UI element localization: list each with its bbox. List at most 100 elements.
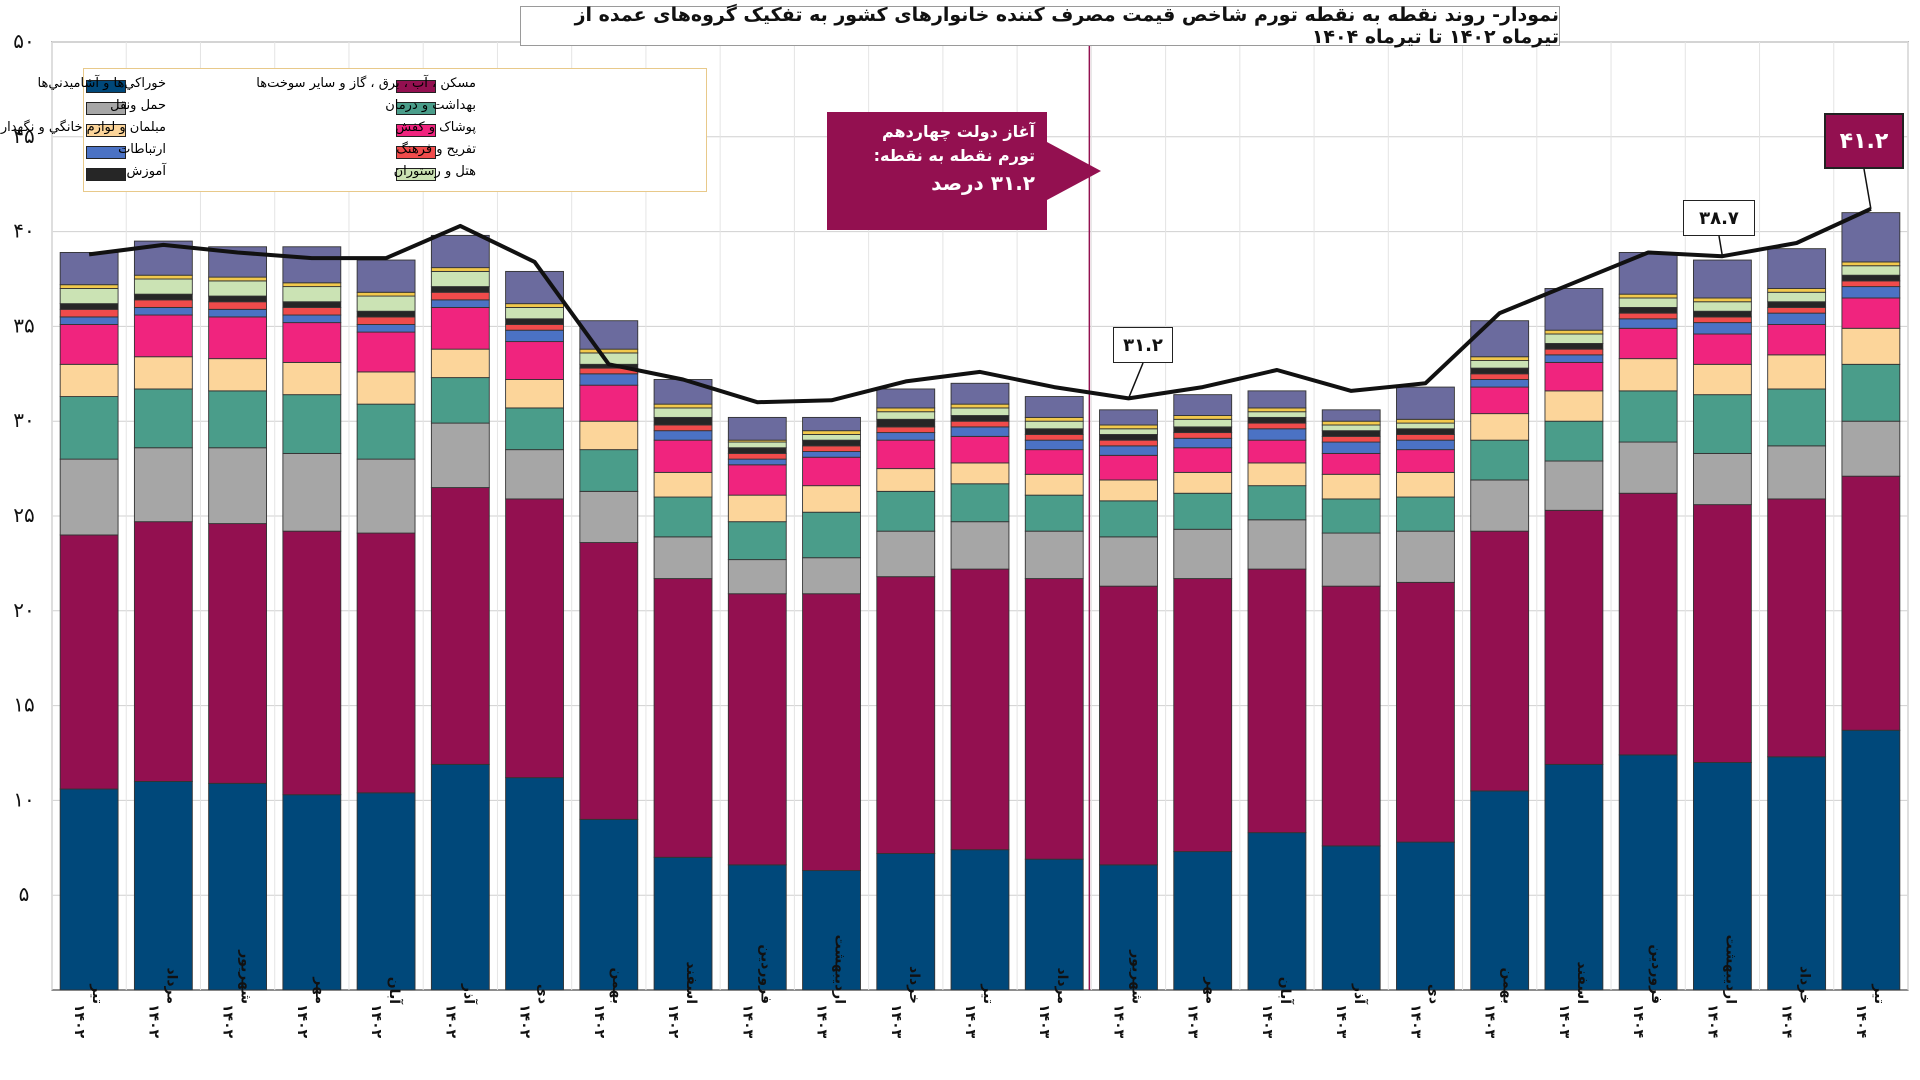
bar-furniture-8: [653, 471, 713, 498]
bar-furniture-11: [876, 468, 936, 492]
bar-hotel-18: [1396, 422, 1455, 430]
x-tick-month-12: تیر: [980, 983, 996, 1004]
bar-furniture-14: [1099, 479, 1158, 502]
bar-other-0: [59, 252, 119, 286]
bar-clothing-3: [282, 322, 342, 363]
bar-transport-5: [430, 422, 490, 489]
legend-label-0: خوراکي‌ها و آشاميدني‌ها: [37, 76, 166, 91]
x-tick-year-18: ۱۴۰۳: [1407, 1004, 1423, 1039]
legend-label-8: آموزش: [126, 164, 166, 179]
bar-yellow-17: [1321, 420, 1381, 426]
bar-transport-22: [1692, 452, 1752, 506]
bar-food-15: [1173, 851, 1233, 991]
bar-recreation-6: [505, 324, 564, 331]
bar-yellow-5: [430, 267, 490, 272]
x-tick-year-9: ۱۴۰۳: [739, 1004, 755, 1039]
legend-swatch-2: [86, 102, 126, 115]
bar-education-12: [950, 415, 1010, 422]
annotation-peak-mid: ۳۸.۷: [1683, 200, 1755, 236]
bar-transport-16: [1247, 519, 1307, 570]
bar-communication-17: [1321, 441, 1381, 454]
bar-health-10: [802, 511, 861, 559]
bar-health-0: [59, 396, 119, 460]
bar-yellow-24: [1841, 261, 1901, 267]
bar-other-24: [1841, 212, 1901, 263]
x-tick-month-20: اسفند: [1574, 962, 1590, 1004]
legend-label-5: پوشاک و کفش: [395, 120, 476, 135]
legend-swatch-6: [86, 146, 126, 159]
bar-clothing-5: [430, 306, 490, 350]
legend-swatch-8: [86, 168, 126, 181]
bar-education-8: [653, 416, 713, 426]
bar-communication-7: [579, 373, 639, 386]
bar-hotel-4: [356, 295, 416, 312]
x-tick-year-24: ۱۴۰۴: [1853, 1004, 1869, 1039]
bar-yellow-20: [1544, 329, 1604, 335]
x-tick-month-1: مرداد: [163, 967, 179, 1004]
bar-recreation-10: [802, 445, 861, 452]
x-tick-month-7: بهمن: [609, 968, 625, 1004]
x-tick-month-19: بهمن: [1500, 968, 1516, 1004]
bar-housing-9: [727, 593, 787, 866]
bar-communication-6: [505, 329, 564, 343]
bar-yellow-21: [1618, 293, 1678, 299]
bar-health-15: [1173, 492, 1233, 530]
bar-yellow-10: [802, 430, 861, 435]
bar-clothing-10: [802, 456, 861, 487]
y-tick-label-2: ۱۰: [13, 787, 34, 811]
bar-communication-22: [1692, 322, 1752, 335]
leader-line-24: [1863, 168, 1872, 209]
bar-education-9: [727, 447, 787, 454]
y-tick-label-1: ۵: [19, 882, 30, 906]
bar-other-16: [1247, 390, 1307, 409]
bar-communication-23: [1767, 312, 1827, 325]
bar-hotel-19: [1470, 360, 1530, 369]
bar-clothing-22: [1692, 333, 1752, 365]
chart-title: نمودار- روند نقطه به نقطه تورم شاخص قیمت…: [520, 4, 1560, 48]
y-tick-label-6: ۳۰: [13, 408, 34, 432]
leader-line-14: [1127, 362, 1144, 399]
bar-clothing-24: [1841, 297, 1901, 329]
bar-housing-19: [1470, 530, 1530, 792]
bar-clothing-20: [1544, 361, 1604, 392]
bar-education-18: [1396, 428, 1455, 435]
bar-health-3: [282, 394, 342, 454]
bar-clothing-14: [1099, 454, 1158, 481]
x-tick-month-23: خرداد: [1797, 966, 1813, 1004]
bar-clothing-11: [876, 439, 936, 470]
bar-communication-19: [1470, 379, 1530, 388]
bar-education-14: [1099, 434, 1158, 441]
bar-education-13: [1024, 428, 1084, 435]
bar-hotel-2: [208, 280, 268, 297]
bar-health-16: [1247, 485, 1307, 521]
bar-hotel-5: [430, 270, 490, 288]
bar-housing-13: [1024, 578, 1084, 860]
legend-label-1: مسکن ، آب ، برق ، گاز و سایر سوخت‌ها: [256, 76, 476, 91]
bar-yellow-11: [876, 407, 936, 413]
total-inflation-line: [88, 206, 1872, 405]
bar-communication-4: [356, 324, 416, 333]
bar-hotel-23: [1767, 291, 1827, 303]
bar-transport-4: [356, 458, 416, 534]
bar-transport-23: [1767, 445, 1827, 500]
bar-housing-15: [1173, 578, 1233, 853]
bar-food-8: [653, 856, 713, 991]
bar-recreation-22: [1692, 316, 1752, 324]
bar-furniture-22: [1692, 363, 1752, 396]
bar-transport-1: [133, 447, 193, 523]
bar-transport-14: [1099, 536, 1158, 587]
bar-transport-2: [208, 447, 268, 525]
bar-food-22: [1692, 762, 1752, 991]
bar-transport-0: [59, 458, 119, 536]
bar-food-3: [282, 794, 342, 991]
bar-recreation-13: [1024, 434, 1084, 441]
x-tick-year-22: ۱۴۰۴: [1704, 1004, 1720, 1039]
bar-hotel-8: [653, 407, 713, 418]
